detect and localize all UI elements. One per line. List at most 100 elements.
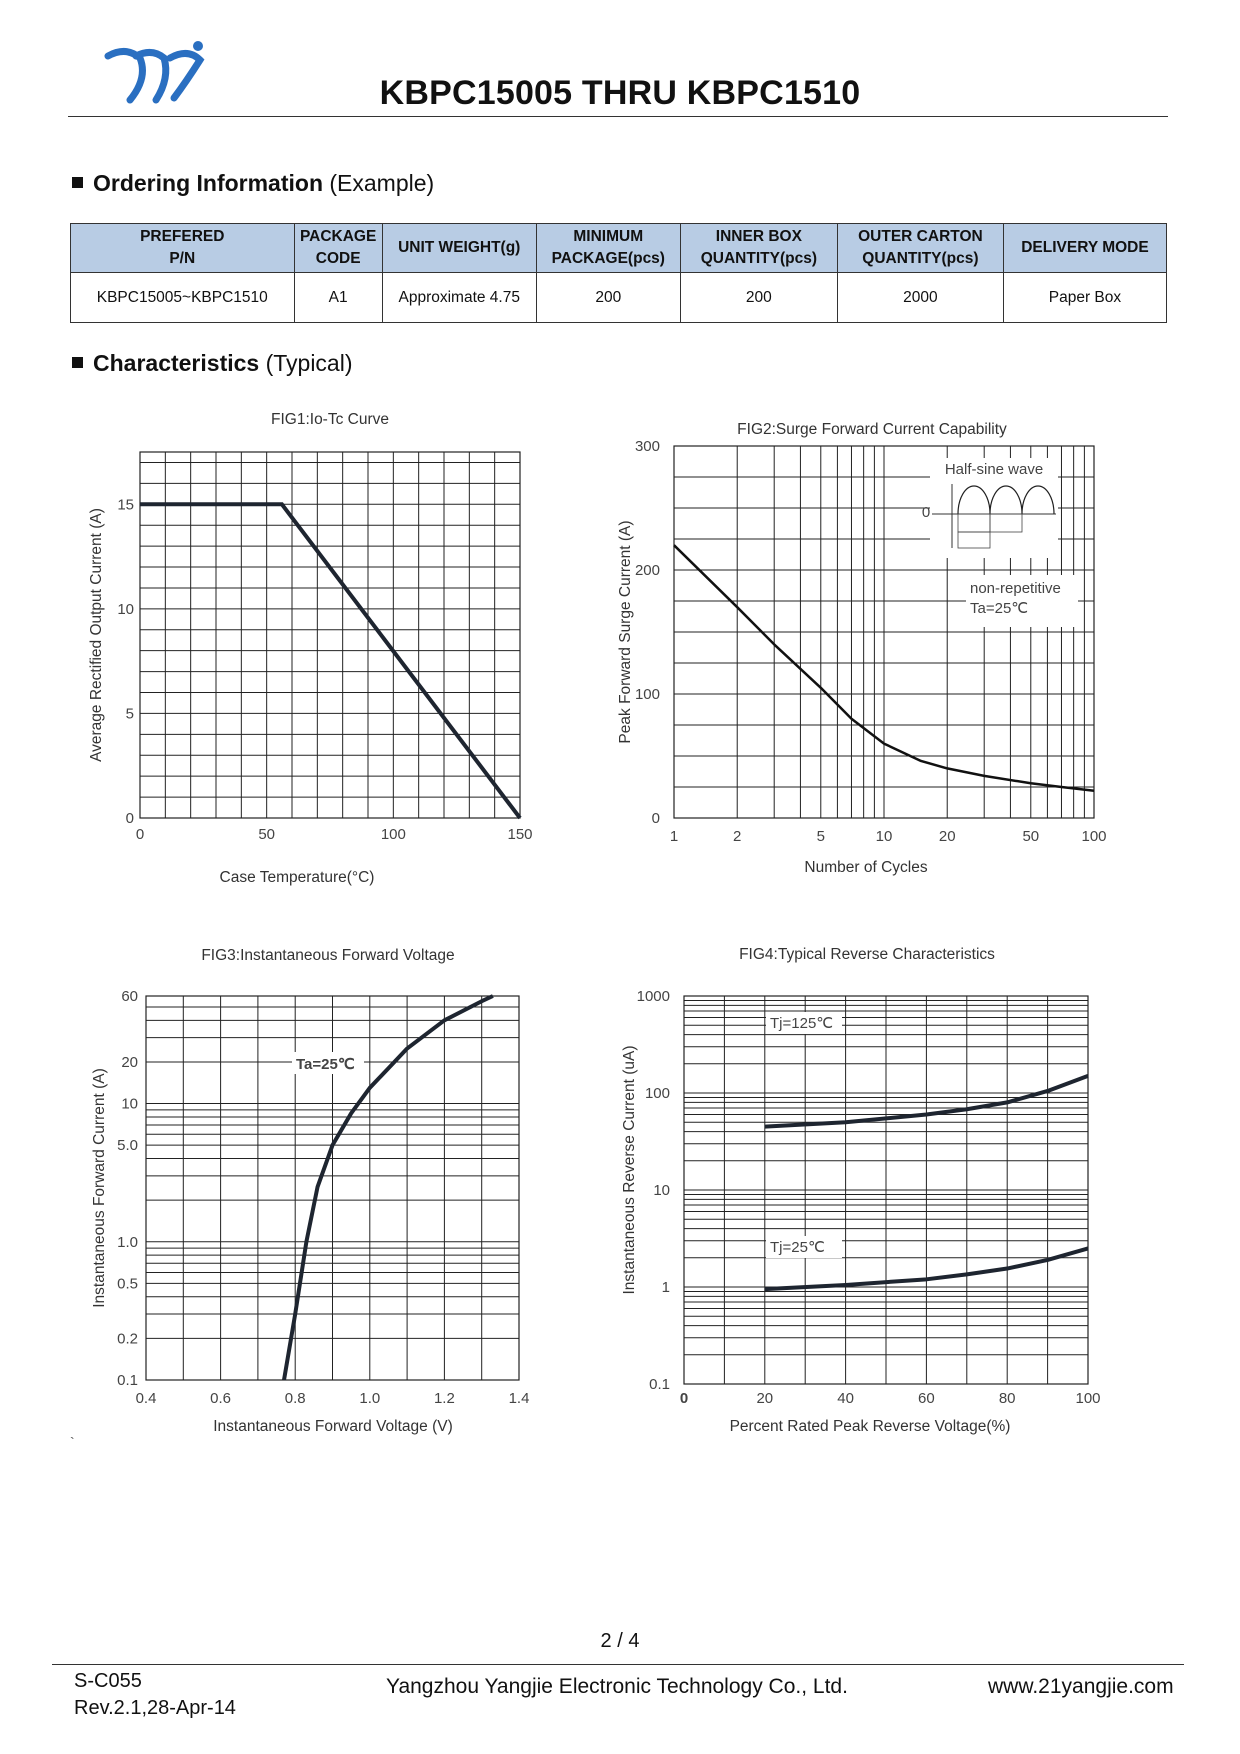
bullet-square-icon bbox=[72, 357, 83, 369]
x-tick-label: 1.2 bbox=[434, 1390, 455, 1407]
fig3-curve bbox=[282, 994, 494, 1381]
column-header: DELIVERY MODE bbox=[1002, 223, 1168, 273]
header-divider bbox=[68, 116, 1168, 117]
fig1-curve bbox=[140, 502, 522, 820]
y-tick-label: 60 bbox=[121, 988, 138, 1005]
plot-frame bbox=[139, 451, 521, 819]
x-tick-label: 100 bbox=[1081, 828, 1106, 845]
x-tick-label: 20 bbox=[756, 1390, 773, 1407]
fig3-ta-label: Ta=25℃ bbox=[296, 1056, 355, 1073]
x-tick-label: 50 bbox=[1022, 828, 1039, 845]
y-tick-label: 1.0 bbox=[117, 1234, 138, 1251]
y-tick-label: 10 bbox=[653, 1182, 670, 1199]
column-header: UNIT WEIGHT(g) bbox=[381, 223, 537, 273]
x-tick-label: 1 bbox=[670, 828, 678, 845]
table-cell: 200 bbox=[679, 272, 838, 323]
document-title: KBPC15005 THRU KBPC1510 bbox=[379, 74, 861, 112]
y-axis-label: Peak Forward Surge Current (A) bbox=[617, 520, 634, 743]
y-tick-label: 1000 bbox=[637, 988, 670, 1005]
ordering-table: PREFERED P/N PACKAGE CODE UNIT WEIGHT(g) MINI… bbox=[70, 223, 1168, 323]
x-axis-label: Number of Cycles bbox=[804, 859, 927, 876]
table-cell: 200 bbox=[535, 272, 681, 323]
y-tick-label: 20 bbox=[121, 1054, 138, 1071]
x-axis-label: Case Temperature(°C) bbox=[220, 869, 375, 886]
label-bg bbox=[292, 1052, 364, 1074]
fig4-title: FIG4:Typical Reverse Characteristics bbox=[739, 946, 995, 963]
y-tick-label: 0 bbox=[126, 810, 134, 827]
y-axis-label: Instantaneous Reverse Current (uA) bbox=[621, 1046, 638, 1295]
fig4-series-curve bbox=[764, 1074, 1089, 1129]
fig2-curve bbox=[673, 544, 1095, 792]
x-axis-label: Percent Rated Peak Reverse Voltage(%) bbox=[730, 1418, 1011, 1435]
column-header: OUTER CARTON QUANTITY(pcs) bbox=[836, 223, 1004, 273]
website-link[interactable]: www.21yangjie.com bbox=[988, 1675, 1174, 1698]
x-tick-label: 0 bbox=[136, 826, 144, 843]
label-bg bbox=[766, 1236, 842, 1258]
x-tick-label: 0.8 bbox=[285, 1390, 306, 1407]
label-bg bbox=[766, 1012, 842, 1034]
x-tick-label: 2 bbox=[733, 828, 741, 845]
x-tick-label: 5 bbox=[817, 828, 825, 845]
x-tick-label: 0 bbox=[680, 1390, 688, 1407]
inset-zero-label: 0 bbox=[922, 504, 930, 521]
plot-frame bbox=[683, 995, 1089, 1385]
y-tick-label: 200 bbox=[635, 562, 660, 579]
x-tick-label: 0.6 bbox=[210, 1390, 231, 1407]
inset-wave-label: Half-sine wave bbox=[945, 461, 1043, 478]
plot-frame bbox=[145, 995, 520, 1381]
footer-divider bbox=[52, 1664, 1184, 1665]
doc-revision: Rev.2.1,28-Apr-14 bbox=[74, 1697, 236, 1719]
table-cell: Paper Box bbox=[1002, 272, 1168, 323]
plot-frame bbox=[673, 445, 1095, 819]
fig2-title: FIG2:Surge Forward Current Capability bbox=[737, 421, 1007, 438]
fig3-title: FIG3:Instantaneous Forward Voltage bbox=[201, 947, 454, 964]
table-cell: A1 bbox=[293, 272, 383, 323]
page-number: 2 / 4 bbox=[600, 1630, 640, 1652]
inset-pulse-marker bbox=[957, 531, 991, 549]
column-header: INNER BOX QUANTITY(pcs) bbox=[679, 223, 838, 273]
x-tick-label: 40 bbox=[837, 1390, 854, 1407]
inset-note-line1: non-repetitive bbox=[970, 580, 1061, 597]
x-tick-label: 150 bbox=[507, 826, 532, 843]
table-cell: KBPC15005~KBPC1510 bbox=[70, 272, 295, 323]
y-tick-label: 10 bbox=[121, 1096, 138, 1113]
series-label: Tj=125℃ bbox=[770, 1015, 833, 1032]
inset-note-box bbox=[966, 575, 1078, 627]
y-axis-label: Instantaneous Forward Current (A) bbox=[91, 1068, 108, 1308]
company-logo bbox=[104, 41, 205, 104]
x-tick-label: 0.4 bbox=[136, 1390, 157, 1407]
x-tick-label: 20 bbox=[939, 828, 956, 845]
inset-wave-box bbox=[930, 458, 1058, 558]
table-cell: 2000 bbox=[836, 272, 1004, 323]
characteristics-heading: Characteristics (Typical) bbox=[72, 350, 353, 377]
table-row: KBPC15005~KBPC1510 A1 Approximate 4.75 200 2… bbox=[70, 272, 1168, 323]
half-sine-wave-icon bbox=[957, 485, 1055, 515]
y-tick-label: 15 bbox=[117, 496, 134, 513]
x-tick-label: 100 bbox=[381, 826, 406, 843]
x-axis-label: Instantaneous Forward Voltage (V) bbox=[213, 1418, 453, 1435]
stray-mark: ` bbox=[70, 1434, 75, 1450]
inset-pulse-marker bbox=[989, 513, 1023, 533]
x-tick-label: 100 bbox=[1075, 1390, 1100, 1407]
y-tick-label: 300 bbox=[635, 438, 660, 455]
y-tick-label: 10 bbox=[117, 601, 134, 618]
y-axis-label: Average Rectified Output Current (A) bbox=[88, 508, 105, 762]
inset-note-line2: Ta=25℃ bbox=[970, 600, 1028, 617]
x-tick-label: 10 bbox=[876, 828, 893, 845]
x-tick-label: 1.0 bbox=[359, 1390, 380, 1407]
ordering-heading: Ordering Information (Example) bbox=[72, 170, 434, 197]
table-cell: Approximate 4.75 bbox=[381, 272, 537, 323]
x-tick-label: 60 bbox=[918, 1390, 935, 1407]
x-tick-label: 50 bbox=[258, 826, 275, 843]
column-header: MINIMUM PACKAGE(pcs) bbox=[535, 223, 681, 273]
y-tick-label: 1 bbox=[662, 1279, 670, 1296]
series-label: Tj=25℃ bbox=[770, 1239, 825, 1256]
fig4-series-curve bbox=[764, 1246, 1089, 1292]
y-tick-label: 5.0 bbox=[117, 1137, 138, 1154]
column-header: PREFERED P/N bbox=[70, 223, 295, 273]
y-tick-label: 0.1 bbox=[117, 1372, 138, 1389]
y-tick-label: 100 bbox=[645, 1085, 670, 1102]
y-tick-label: 100 bbox=[635, 686, 660, 703]
y-tick-label: 0.1 bbox=[649, 1376, 670, 1393]
